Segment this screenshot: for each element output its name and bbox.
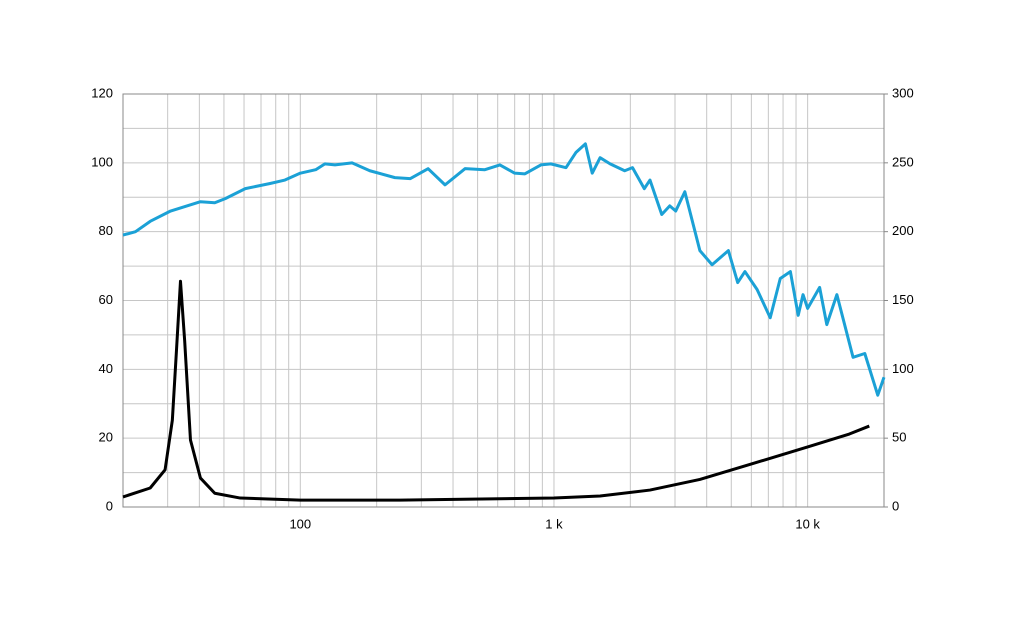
y2-tick-label: 50 [892,430,906,445]
y-tick-label: 0 [106,498,113,513]
plot-frame [122,93,885,508]
y-tick-label: 60 [99,292,113,307]
y2-tick-label: 150 [892,292,914,307]
y2-tick-label: 200 [892,223,914,238]
x-tick-label: 10 k [795,516,820,531]
data-line [122,279,870,502]
y-tick-label: 120 [91,85,113,100]
y2-tick-label: 0 [892,498,899,513]
y-tick-label: 20 [99,430,113,445]
y-tick-label: 100 [91,154,113,169]
data-line [122,142,886,397]
y2-tick-label: 100 [892,361,914,376]
y-tick-label: 80 [99,223,113,238]
y2-tick-label: 300 [892,85,914,100]
x-tick-label: 100 [289,516,311,531]
x-tick-label: 1 k [545,516,563,531]
y2-tick-label: 250 [892,154,914,169]
y-tick-label: 40 [99,361,113,376]
